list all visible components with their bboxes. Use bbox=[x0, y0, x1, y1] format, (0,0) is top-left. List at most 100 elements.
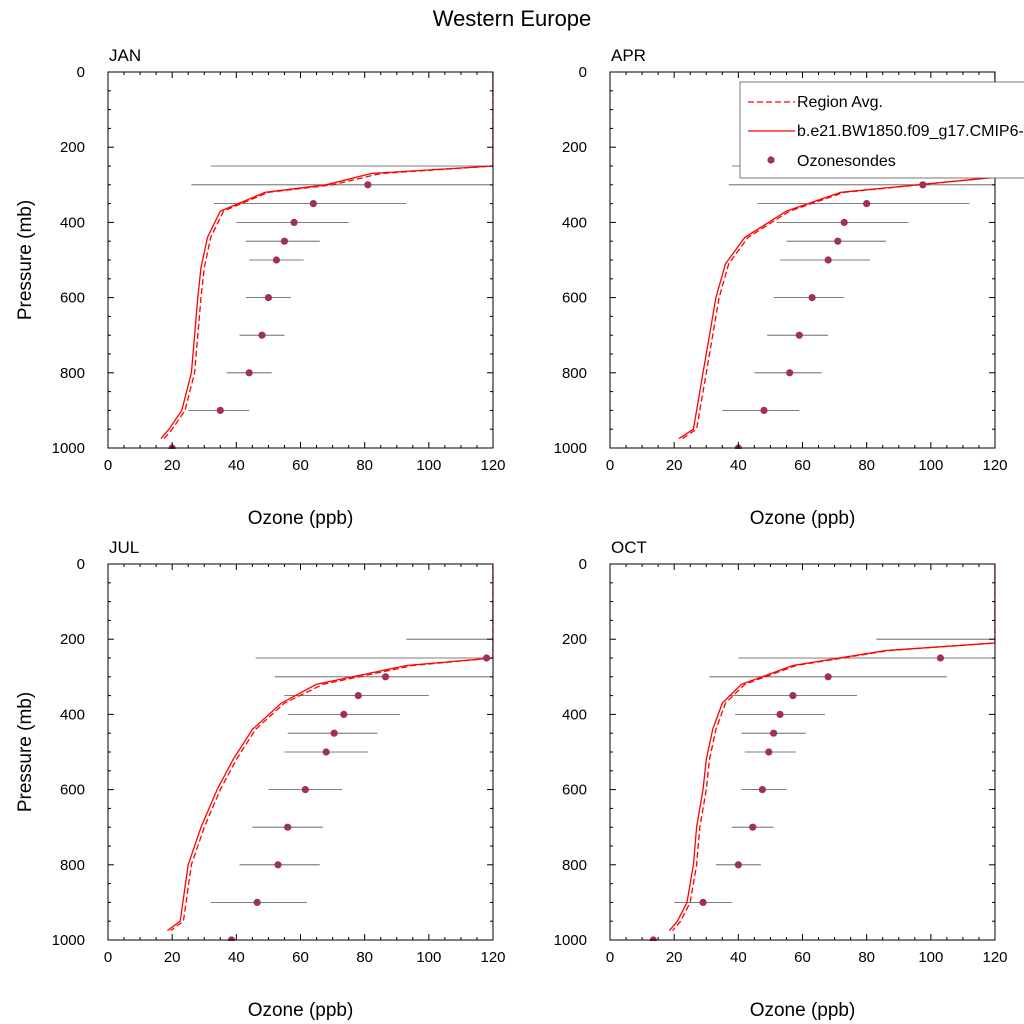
ozonesonde-point bbox=[776, 710, 784, 719]
ozonesonde-point bbox=[290, 218, 298, 226]
y-tick-label: 1000 bbox=[554, 440, 587, 457]
y-tick-label: 600 bbox=[60, 782, 85, 799]
ozonesonde-point bbox=[824, 673, 832, 681]
ozonesonde-point bbox=[253, 898, 261, 907]
x-tick-label: 120 bbox=[982, 949, 1007, 966]
legend-box bbox=[739, 81, 1024, 179]
x-tick-label: 120 bbox=[480, 949, 505, 966]
panel-jan: 0 20 40 60 80 100 120 0 200 400 600 800 1000 JAN Ozone… bbox=[15, 46, 506, 529]
legend-entry: b.e21.BW1850.f09_g17.CMIP6-piControl.001 bbox=[797, 123, 1024, 140]
x-tick-label: 40 bbox=[730, 457, 747, 474]
y-tick-label: 1000 bbox=[554, 932, 587, 949]
x-tick-label: 100 bbox=[918, 457, 943, 474]
legend-entry: Region Avg. bbox=[797, 94, 883, 111]
y-tick-label: 400 bbox=[60, 214, 85, 231]
x-tick-label: 120 bbox=[480, 457, 505, 474]
y-tick-label: 400 bbox=[562, 214, 587, 231]
y-axis-title: Pressure (mb) bbox=[15, 692, 36, 812]
panel-label: JAN bbox=[109, 46, 141, 65]
ozonesonde-point bbox=[919, 181, 927, 189]
ozonesonde-point bbox=[364, 181, 372, 189]
panel-label: JUL bbox=[109, 538, 139, 557]
y-tick-label: 800 bbox=[60, 857, 85, 874]
ozonesonde-point bbox=[936, 654, 945, 662]
panel-label: APR bbox=[611, 46, 646, 65]
x-tick-label: 20 bbox=[164, 949, 181, 966]
ozonesonde-point bbox=[734, 861, 742, 869]
x-tick-label: 60 bbox=[794, 949, 811, 966]
ozonesonde-point bbox=[274, 861, 282, 869]
y-tick-label: 1000 bbox=[52, 440, 85, 457]
plot-area bbox=[136, 72, 493, 449]
ozonesonde-point bbox=[808, 294, 816, 302]
panel-oct: 0 20 40 60 80 100 120 0 200 400 600 800 1000 OCT Ozone… bbox=[554, 538, 1008, 1021]
y-tick-label: 400 bbox=[60, 706, 85, 723]
ozonesonde-point bbox=[482, 654, 491, 662]
plot-area bbox=[678, 72, 995, 449]
x-tick-label: 0 bbox=[606, 949, 614, 966]
ozonesonde-point bbox=[330, 729, 338, 737]
ozonesonde-point bbox=[760, 406, 768, 414]
ozonesonde-point bbox=[272, 256, 281, 264]
x-axis-title: Ozone (ppb) bbox=[248, 1000, 354, 1021]
x-tick-label: 20 bbox=[666, 457, 683, 474]
ozonesonde-point bbox=[245, 369, 253, 377]
ozonesonde-point bbox=[301, 786, 309, 794]
x-tick-label: 0 bbox=[606, 457, 614, 474]
plot-frame bbox=[609, 563, 996, 941]
x-tick-label: 40 bbox=[730, 949, 747, 966]
ozonesonde-point bbox=[765, 748, 773, 756]
x-tick-label: 0 bbox=[104, 457, 112, 474]
series-line-region-avg bbox=[681, 72, 995, 440]
x-tick-label: 80 bbox=[356, 457, 373, 474]
y-tick-label: 800 bbox=[562, 857, 587, 874]
x-tick-label: 80 bbox=[356, 949, 373, 966]
y-tick-label: 800 bbox=[562, 365, 587, 382]
legend-entry: Ozonesondes bbox=[797, 153, 896, 170]
y-tick-label: 0 bbox=[579, 556, 587, 573]
y-tick-label: 600 bbox=[562, 290, 587, 307]
x-tick-label: 80 bbox=[858, 949, 875, 966]
x-tick-label: 0 bbox=[104, 949, 112, 966]
x-tick-label: 40 bbox=[228, 457, 245, 474]
x-tick-label: 40 bbox=[228, 949, 245, 966]
ozonesonde-point bbox=[284, 823, 292, 831]
x-tick-label: 100 bbox=[416, 457, 441, 474]
x-tick-label: 60 bbox=[794, 457, 811, 474]
series-line-model bbox=[668, 564, 995, 932]
ozonesonde-point bbox=[770, 729, 778, 737]
ozonesonde-point bbox=[381, 673, 390, 681]
y-tick-label: 0 bbox=[77, 556, 85, 573]
series-line-region-avg bbox=[163, 72, 493, 440]
x-axis-title: Ozone (ppb) bbox=[750, 508, 856, 529]
y-tick-label: 1000 bbox=[52, 932, 85, 949]
x-tick-label: 120 bbox=[982, 457, 1007, 474]
legend-swatch-ozonesondes bbox=[767, 156, 775, 164]
panel-label: OCT bbox=[611, 538, 647, 557]
ozonesonde-point bbox=[789, 692, 797, 700]
figure-title: Western Europe bbox=[433, 6, 592, 31]
legend: Region Avg. b.e21.BW1850.f09_g17.CMIP6-pi… bbox=[739, 81, 1024, 179]
ozonesonde-point bbox=[280, 237, 289, 245]
ozonesonde-point bbox=[354, 692, 362, 700]
y-tick-label: 200 bbox=[562, 631, 587, 648]
ozonesonde-point bbox=[834, 237, 842, 245]
series-line-region-avg bbox=[672, 564, 995, 932]
x-tick-label: 60 bbox=[292, 949, 309, 966]
panels: 0 20 40 60 80 100 12002004006008001000JANOzone… bbox=[15, 46, 1008, 1021]
ozonesonde-point bbox=[863, 200, 871, 208]
x-tick-label: 80 bbox=[858, 457, 875, 474]
plot-area bbox=[167, 564, 493, 941]
ozonesonde-point bbox=[699, 898, 707, 907]
y-tick-label: 200 bbox=[60, 631, 85, 648]
y-tick-label: 200 bbox=[562, 139, 587, 156]
x-tick-label: 100 bbox=[416, 949, 441, 966]
ozonesonde-point bbox=[758, 786, 766, 794]
y-tick-label: 600 bbox=[60, 290, 85, 307]
x-tick-label: 100 bbox=[918, 949, 943, 966]
x-tick-label: 60 bbox=[292, 457, 309, 474]
x-axis-title: Ozone (ppb) bbox=[248, 508, 354, 529]
panel-jul: 0 20 40 60 80 100 120 0 200 400 600 800 1000 JUL Ozone… bbox=[15, 538, 506, 1021]
series-line-region-avg bbox=[170, 564, 493, 932]
